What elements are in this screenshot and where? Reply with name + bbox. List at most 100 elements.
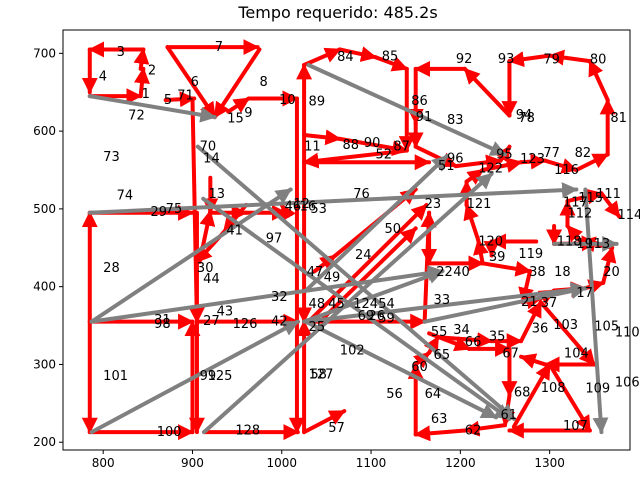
node-label: 4 <box>99 70 107 85</box>
node-label: 119 <box>518 247 543 262</box>
node-label: 113 <box>585 237 610 252</box>
node-label: 111 <box>596 187 621 202</box>
node-label: 124 <box>353 297 378 312</box>
route-arrow <box>165 45 217 120</box>
route-arrow <box>519 353 548 369</box>
node-label: 103 <box>553 318 578 333</box>
route-arrow <box>511 362 552 429</box>
transfer-arrow <box>303 154 449 293</box>
route-arrow <box>212 47 262 120</box>
node-label: 2 <box>148 63 156 78</box>
node-label: 46 <box>284 200 301 215</box>
transfer-arrow <box>195 144 516 421</box>
node-label: 72 <box>128 109 145 124</box>
axes-frame <box>62 29 631 451</box>
node-label: 60 <box>411 360 428 375</box>
route-arrow <box>547 362 592 433</box>
x-tick-label: 1100 <box>356 456 387 470</box>
node-label: 49 <box>324 270 341 285</box>
node-label: 121 <box>467 197 492 212</box>
node-label: 99 <box>200 369 217 384</box>
node-label: 76 <box>353 187 370 202</box>
node-label: 26 <box>368 309 385 324</box>
route-arrow <box>337 136 409 156</box>
node-label: 102 <box>340 343 365 358</box>
node-label: 71 <box>177 88 194 103</box>
route-arrow <box>519 300 543 344</box>
y-tick-label: 500 <box>33 202 56 216</box>
transfer-arrow <box>303 319 499 420</box>
x-tick-label: 1300 <box>534 456 565 470</box>
node-label: 117 <box>563 196 588 211</box>
node-label: 63 <box>431 412 448 427</box>
transfer-arrow <box>87 182 579 215</box>
route-arrow <box>547 49 592 66</box>
node-label: 81 <box>610 111 627 126</box>
node-label: 120 <box>478 235 503 250</box>
route-arrow <box>279 203 296 222</box>
node-label: 52 <box>376 147 393 162</box>
node-label: 79 <box>543 53 560 68</box>
route-arrow <box>302 409 347 435</box>
node-label: 73 <box>103 150 120 165</box>
route-arrow <box>600 245 617 285</box>
node-label: 82 <box>575 146 592 161</box>
node-label: 92 <box>456 52 473 67</box>
transfer-arrow <box>87 94 217 123</box>
node-label: 23 <box>425 197 442 212</box>
node-label: 128 <box>235 424 260 439</box>
node-label: 40 <box>453 265 470 280</box>
node-label: 14 <box>203 151 220 166</box>
node-label: 109 <box>585 382 610 397</box>
route-arrow <box>423 335 441 355</box>
transfer-arrow <box>302 268 445 324</box>
x-tick-label: 1000 <box>266 456 297 470</box>
node-label: 13 <box>209 187 226 202</box>
node-label: 10 <box>279 93 296 108</box>
route-arrow <box>543 158 579 174</box>
node-label: 67 <box>502 347 519 362</box>
x-tick-label: 900 <box>181 456 204 470</box>
node-label: 21 <box>521 295 538 310</box>
node-label: 19 <box>576 237 593 252</box>
transfer-arrow <box>201 196 512 421</box>
node-label: 27 <box>203 314 220 329</box>
node-label: 86 <box>411 94 428 109</box>
route-arrow <box>197 209 216 264</box>
node-label: 69 <box>358 309 375 324</box>
node-label: 64 <box>425 387 442 402</box>
node-label: 100 <box>157 425 182 440</box>
node-label: 35 <box>489 329 506 344</box>
node-label: 96 <box>447 151 464 166</box>
node-label: 97 <box>266 231 283 246</box>
route-arrow <box>163 91 197 108</box>
node-label: 47 <box>307 265 324 280</box>
route-arrow <box>599 191 622 219</box>
node-label: 53 <box>310 202 327 217</box>
transfer-arrow <box>583 187 609 435</box>
node-label: 6 <box>191 75 199 90</box>
route-arrow <box>583 279 606 295</box>
route-arrow <box>473 238 489 266</box>
route-arrow <box>133 66 150 99</box>
chart-title: Tempo requerido: 485.2s <box>237 3 437 22</box>
node-label: 104 <box>564 347 589 362</box>
node-label: 85 <box>382 49 399 64</box>
node-label: 114 <box>617 208 640 223</box>
y-tick-label: 600 <box>33 124 56 138</box>
route-arrow <box>538 300 597 367</box>
route-arrow <box>312 253 338 274</box>
node-label: 106 <box>615 375 640 390</box>
node-label: 89 <box>309 95 326 110</box>
node-label: 65 <box>434 348 451 363</box>
node-label: 1 <box>142 87 150 102</box>
y-tick-label: 400 <box>33 280 56 294</box>
node-label: 44 <box>203 272 220 287</box>
node-label: 33 <box>434 293 451 308</box>
node-label: 108 <box>541 381 566 396</box>
node-label: 56 <box>386 387 403 402</box>
route-arrow <box>413 425 467 442</box>
route-arrow <box>221 203 249 235</box>
